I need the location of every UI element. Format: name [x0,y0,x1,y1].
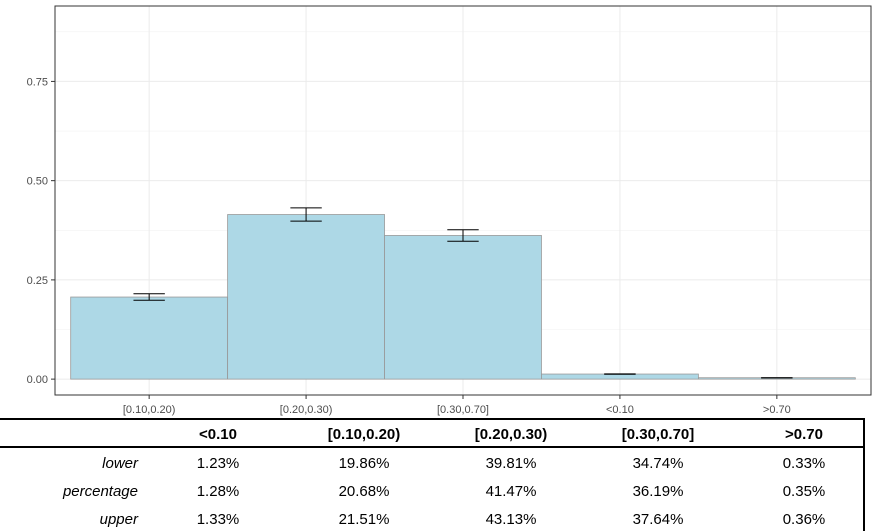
table-cell: 39.81% [485,455,537,472]
x-axis: [0.10,0.20) [0.20,0.30) [0.30,0.70] <0.10 >0… [123,395,791,416]
table-col-header: <0.10 [199,426,237,443]
table-cell: 43.13% [485,511,537,528]
table-cell: 19.86% [338,455,390,472]
table-cell: 37.64% [632,511,684,528]
table-col-header: >0.70 [785,426,823,443]
y-tick-label: 0.50 [27,176,48,188]
table-col-header: [0.20,0.30) [474,426,548,443]
bars [70,214,856,380]
bar [541,373,699,380]
table-cell: 34.74% [632,455,684,472]
table-cell: 41.47% [485,483,537,500]
error-bar [290,207,322,222]
y-tick-label: 0.25 [27,275,48,287]
x-tick-label: >0.70 [763,404,791,416]
table-col-header: [0.30,0.70] [621,426,695,443]
table-row-label: lower [102,455,138,472]
x-tick-label: [0.20,0.30) [280,404,333,416]
bar [384,235,542,380]
table-header-rule [0,446,864,448]
table-col-header: [0.10,0.20) [327,426,401,443]
bar-chart: 0.000.250.500.75 [0.10,0.20) [0.20,0.30)[… [27,5,872,416]
table-cell: 1.23% [196,455,240,472]
y-tick-label: 0.75 [27,76,48,88]
error-bar [447,229,479,242]
table-cell: 1.28% [196,483,240,500]
table-cell: 21.51% [338,511,390,528]
bar [70,296,229,380]
bar [227,214,385,380]
table-cell: 1.33% [196,511,240,528]
table-cell: 20.68% [338,483,390,500]
table-cell: 36.19% [632,483,684,500]
table-cell: 0.35% [782,483,826,500]
table-row-label: percentage [62,483,138,500]
error-bars [133,207,793,379]
error-bar [133,293,165,301]
x-tick-label: [0.10,0.20) [123,404,176,416]
table-cell: 0.33% [782,455,826,472]
summary-table: <0.10 [0.10,0.20) [0.20,0.30) [0.30,0.70… [0,418,880,531]
x-tick-label: <0.10 [606,404,634,416]
table-right-border [863,418,865,531]
y-tick-label: 0.00 [27,374,48,386]
table-top-rule [0,418,864,420]
y-axis: 0.00 0.25 0.50 0.75 [27,76,55,386]
x-tick-label: [0.30,0.70] [437,404,489,416]
table-row-label: upper [99,511,138,528]
table-cell: 0.36% [782,511,826,528]
